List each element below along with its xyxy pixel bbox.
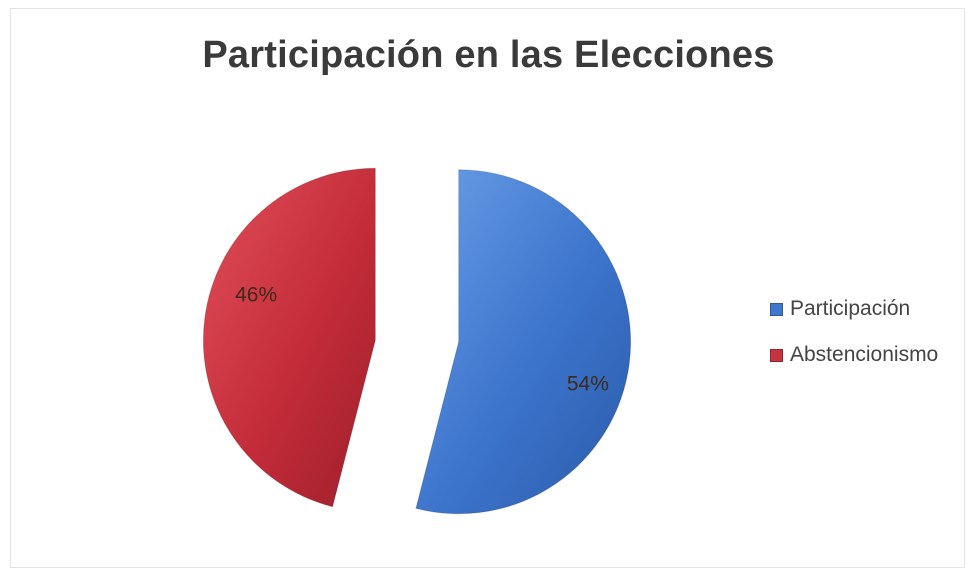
legend-item-abstencionismo: Abstencionismo xyxy=(770,342,938,368)
data-label-abstencionismo: 46% xyxy=(235,283,277,306)
legend: Participación Abstencionismo xyxy=(770,296,938,388)
pie-slice-abstencionismo xyxy=(202,167,376,508)
pie-slice-participacion xyxy=(415,169,632,515)
legend-swatch-participacion xyxy=(770,302,783,316)
legend-item-participacion: Participación xyxy=(770,296,938,322)
legend-label-abstencionismo: Abstencionismo xyxy=(790,343,939,366)
data-label-participacion: 54% xyxy=(567,373,609,396)
chart-title: Participación en las Elecciones xyxy=(202,34,775,76)
legend-label-participacion: Participación xyxy=(790,297,911,320)
legend-swatch-abstencionismo xyxy=(770,348,783,362)
